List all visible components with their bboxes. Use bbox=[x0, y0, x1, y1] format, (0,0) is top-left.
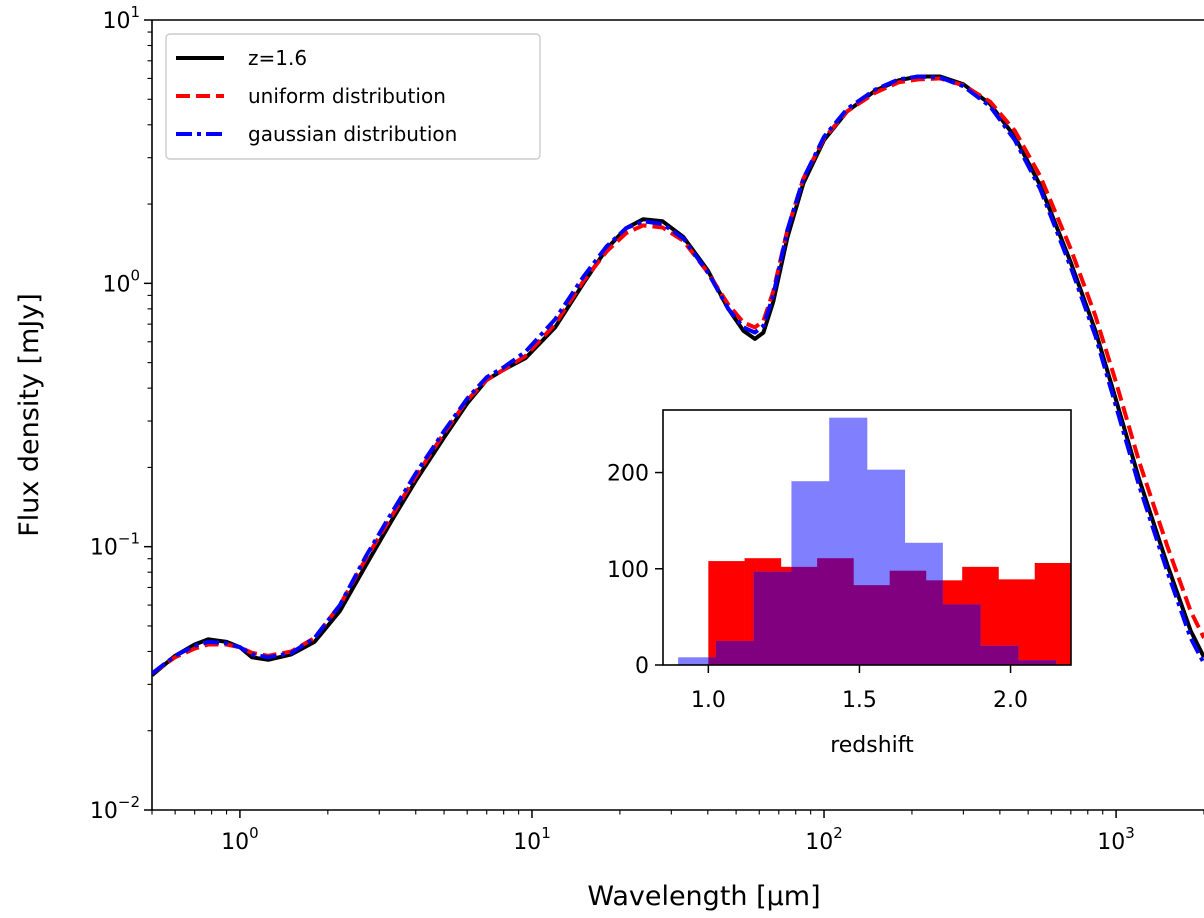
y-tick-label: 10−2 bbox=[90, 793, 140, 824]
overlap-bar bbox=[980, 645, 999, 665]
x-tick-label: 102 bbox=[805, 824, 843, 855]
x-tick-label: 101 bbox=[513, 824, 551, 855]
series-line-2 bbox=[152, 74, 1204, 676]
inset-x-tick-label: 1.5 bbox=[842, 688, 877, 713]
minor-ticks bbox=[147, 31, 1204, 815]
inset-x-axis-title: redshift bbox=[830, 733, 914, 758]
y-tick-label: 101 bbox=[102, 3, 140, 34]
inset-frame bbox=[662, 409, 1072, 666]
overlap-bar bbox=[829, 558, 854, 665]
uniform-bar bbox=[1034, 563, 1071, 665]
inset-histogram: 1.0 1.5 2.0 0 100 200 redshift bbox=[607, 409, 1072, 758]
overlap-bar bbox=[1034, 660, 1057, 665]
inset-y-tick-label: 200 bbox=[607, 462, 649, 487]
x-tick-label: 103 bbox=[1097, 824, 1135, 855]
overlap-bar bbox=[1018, 660, 1036, 665]
series-line-1 bbox=[152, 76, 1204, 676]
legend-label-1: uniform distribution bbox=[248, 84, 446, 108]
overlap-bar bbox=[753, 571, 782, 665]
legend-label-2: gaussian distribution bbox=[248, 122, 457, 146]
overlap-bar bbox=[780, 571, 792, 665]
x-axis-title: Wavelength [μm] bbox=[587, 881, 820, 912]
overlap-bar bbox=[708, 657, 717, 665]
overlap-bar bbox=[904, 570, 927, 665]
overlap-bar bbox=[867, 585, 890, 665]
overlap-bar bbox=[942, 604, 963, 665]
y-tick-label: 100 bbox=[102, 266, 140, 297]
series-lines bbox=[152, 74, 1204, 677]
gaussian-bar bbox=[678, 657, 717, 665]
overlap-bar bbox=[853, 585, 868, 665]
inset-x-tick-label: 1.0 bbox=[691, 688, 726, 713]
overlap-bar bbox=[744, 640, 754, 665]
overlap-bar bbox=[962, 604, 981, 665]
y-axis-title: Flux density [mJy] bbox=[14, 293, 45, 537]
inset-y-tick-label: 0 bbox=[635, 654, 649, 679]
overlap-bar bbox=[791, 566, 818, 665]
overlap-bar bbox=[715, 640, 745, 665]
overlap-bar bbox=[889, 570, 906, 665]
inset-x-tick-label: 2.0 bbox=[993, 688, 1028, 713]
legend-label-0: z=1.6 bbox=[248, 46, 307, 70]
inset-y-tick-label: 100 bbox=[607, 558, 649, 583]
x-tick-label: 100 bbox=[221, 824, 259, 855]
overlap-bar bbox=[817, 558, 830, 665]
overlap-bar bbox=[925, 580, 943, 665]
legend-box bbox=[165, 33, 541, 160]
legend: z=1.6 uniform distribution gaussian distri… bbox=[165, 33, 541, 160]
overlap-bar bbox=[998, 645, 1019, 665]
y-tick-label: 10−1 bbox=[90, 530, 140, 561]
